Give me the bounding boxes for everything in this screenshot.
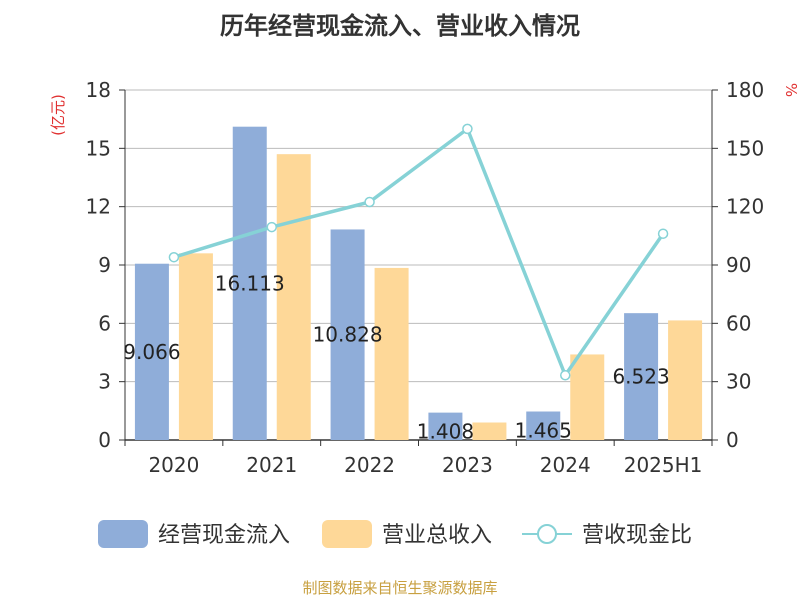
bar-total-revenue [570,354,605,440]
left-axis-tick-label: 15 [86,136,111,160]
left-axis-tick-label: 0 [98,428,111,452]
data-label: 6.523 [612,365,669,389]
right-axis-tick-label: 120 [726,195,764,219]
x-axis-tick-label: 2025H1 [624,453,703,477]
line-ratio-point [560,370,571,381]
right-axis-tick-label: 180 [726,78,764,102]
data-label: 9.066 [123,340,180,364]
bar-cash-inflow [330,229,365,440]
source-footer: 制图数据来自恒生聚源数据库 [302,579,498,597]
x-axis-tick-label: 2021 [246,453,297,477]
x-axis-tick-label: 2022 [344,453,395,477]
line-ratio-point [657,228,669,239]
legend-total-revenue-swatch [322,520,372,548]
left-axis-unit: (亿元) [49,94,67,136]
line-ratio [173,127,665,377]
x-axis-tick-label: 2023 [442,453,493,477]
bar-total-revenue [374,267,409,440]
legend-ratio-swatch-marker [537,524,557,544]
chart-title: 历年经营现金流入、营业收入情况 [220,12,580,40]
legend-total-revenue-label: 营业总收入 [382,523,492,548]
x-axis-tick-label: 2024 [540,453,591,477]
left-axis-tick-label: 6 [98,311,111,335]
left-axis-tick-label: 9 [98,253,111,277]
right-axis-tick-label: 90 [726,253,751,277]
left-axis-tick-label: 3 [98,370,111,394]
bar-total-revenue [276,154,311,440]
line-ratio-point [364,196,375,208]
legend-cash-inflow-swatch [98,520,148,548]
right-axis-tick-label: 0 [726,428,739,452]
data-label: 1.408 [417,420,474,444]
line-ratio-point [462,123,473,135]
x-axis-tick-label: 2020 [148,453,199,477]
bar-cash-inflow [526,411,561,440]
line-ratio-point [168,251,180,263]
right-axis-unit: % [782,83,800,97]
right-axis-tick-label: 150 [726,136,764,160]
bar-cash-inflow [232,126,267,441]
data-label: 1.465 [515,419,572,443]
bar-total-revenue [472,422,507,440]
bar-total-revenue [668,320,703,440]
bar-cash-inflow [134,263,169,440]
data-label: 16.113 [215,271,285,295]
legend-ratio-label: 营收现金比 [582,523,692,548]
left-axis-tick-label: 18 [86,78,111,102]
right-axis-tick-label: 60 [726,311,751,335]
legend-cash-inflow-label: 经营现金流入 [158,523,290,548]
line-ratio-point [266,221,277,233]
data-label: 10.828 [313,323,383,347]
bar-total-revenue [178,253,213,440]
bar-cash-inflow [428,412,463,440]
right-axis-tick-label: 30 [726,370,751,394]
left-axis-tick-label: 12 [86,195,111,219]
bar-cash-inflow [624,313,659,440]
